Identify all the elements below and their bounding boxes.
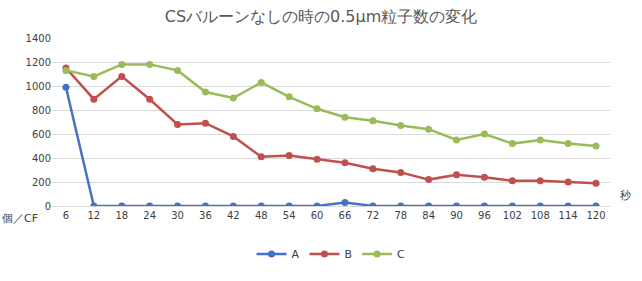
svg-text:18: 18 [115, 210, 128, 221]
svg-text:秒: 秒 [620, 189, 631, 202]
svg-text:96: 96 [478, 210, 491, 221]
svg-text:CSバルーンなしの時の0.5μm粒子数の変化: CSバルーンなしの時の0.5μm粒子数の変化 [165, 7, 478, 26]
svg-text:個／CF: 個／CF [2, 212, 38, 225]
svg-text:A: A [292, 248, 300, 261]
svg-text:60: 60 [311, 210, 324, 221]
svg-text:200: 200 [32, 177, 51, 188]
svg-text:C: C [397, 248, 405, 261]
svg-text:72: 72 [366, 210, 379, 221]
svg-text:B: B [345, 248, 353, 261]
svg-text:6: 6 [63, 210, 69, 221]
svg-text:1400: 1400 [26, 33, 51, 44]
svg-text:54: 54 [283, 210, 296, 221]
svg-text:90: 90 [450, 210, 463, 221]
svg-text:24: 24 [143, 210, 156, 221]
svg-text:30: 30 [171, 210, 184, 221]
svg-text:84: 84 [422, 210, 435, 221]
svg-text:600: 600 [32, 129, 51, 140]
svg-text:400: 400 [32, 153, 51, 164]
svg-text:0: 0 [45, 201, 51, 212]
svg-text:800: 800 [32, 105, 51, 116]
svg-text:108: 108 [531, 210, 550, 221]
svg-text:42: 42 [227, 210, 240, 221]
svg-text:114: 114 [559, 210, 578, 221]
svg-text:1000: 1000 [26, 81, 51, 92]
svg-text:120: 120 [587, 210, 606, 221]
svg-text:102: 102 [503, 210, 522, 221]
svg-text:78: 78 [394, 210, 407, 221]
svg-text:66: 66 [339, 210, 352, 221]
svg-text:12: 12 [87, 210, 100, 221]
svg-text:36: 36 [199, 210, 212, 221]
svg-text:48: 48 [255, 210, 268, 221]
svg-text:1200: 1200 [26, 57, 51, 68]
